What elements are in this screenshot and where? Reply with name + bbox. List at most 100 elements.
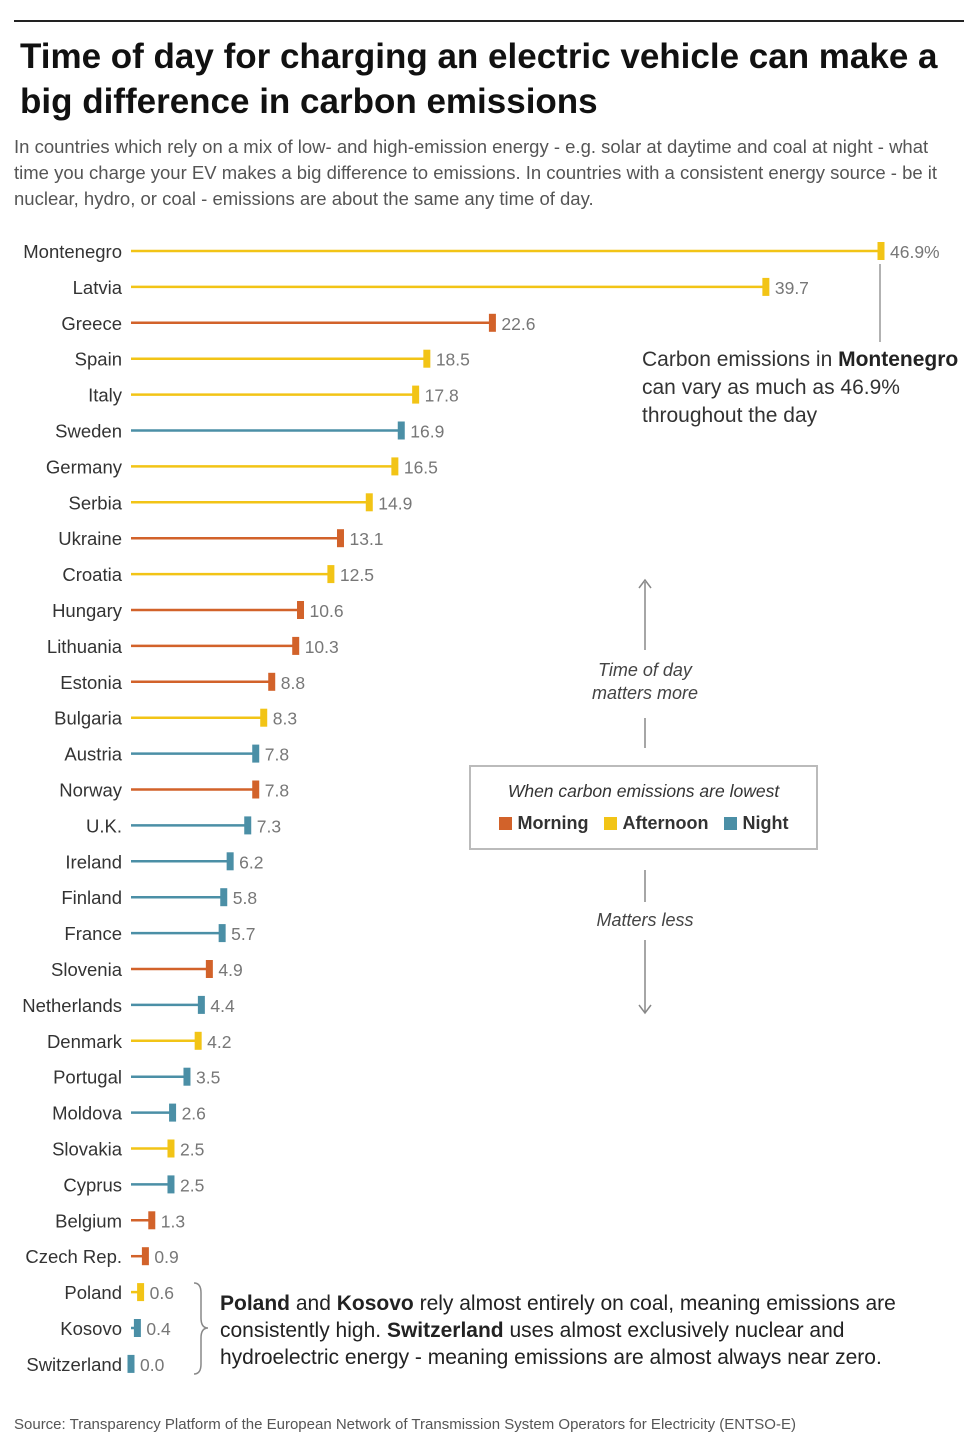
bar-cap-bulgaria	[260, 708, 268, 727]
value-label-latvia: 39.7	[775, 278, 809, 298]
category-label-switzerland: Switzerland	[26, 1354, 122, 1375]
value-label-italy: 17.8	[425, 386, 459, 406]
value-label-austria: 7.8	[265, 745, 289, 765]
value-label-netherlands: 4.4	[210, 996, 235, 1016]
bar-cap-belgium	[148, 1211, 156, 1230]
category-label-moldova: Moldova	[52, 1103, 123, 1124]
bar-cap-latvia	[762, 277, 770, 296]
value-label-kosovo: 0.4	[146, 1319, 171, 1339]
montenegro-annotation-bold: Montenegro	[838, 348, 959, 371]
coal-nuclear-note: Poland and Kosovo rely almost entirely o…	[220, 1292, 896, 1369]
bar-cap-u-k	[244, 816, 252, 835]
value-label-belgium: 1.3	[161, 1211, 185, 1231]
legend-swatch-afternoon	[603, 817, 617, 830]
value-label-france: 5.7	[231, 924, 255, 944]
value-label-denmark: 4.2	[207, 1032, 231, 1052]
category-label-czech-rep: Czech Rep.	[25, 1246, 122, 1267]
value-label-hungary: 10.6	[310, 601, 344, 621]
value-label-estonia: 8.8	[281, 673, 305, 693]
value-label-greece: 22.6	[501, 314, 535, 334]
bar-cap-finland	[220, 888, 228, 907]
arrow-down-head	[638, 1004, 652, 1015]
bar-cap-ukraine	[336, 529, 344, 548]
value-label-montenegro: 46.9%	[890, 242, 940, 262]
value-label-portugal: 3.5	[196, 1068, 220, 1088]
chart-title: Time of day for charging an electric veh…	[20, 37, 938, 121]
arrow-up-head	[638, 578, 652, 589]
category-label-italy: Italy	[88, 385, 123, 406]
category-label-cyprus: Cyprus	[63, 1174, 122, 1195]
category-label-lithuania: Lithuania	[47, 636, 123, 657]
value-label-spain: 18.5	[436, 350, 470, 370]
category-label-germany: Germany	[46, 456, 123, 477]
bar-cap-spain	[423, 349, 431, 368]
bar-cap-italy	[412, 385, 420, 404]
value-label-u-k: 7.3	[257, 816, 281, 836]
bar-cap-poland	[137, 1283, 145, 1302]
bar-cap-czech-rep	[141, 1247, 149, 1266]
value-label-norway: 7.8	[265, 781, 289, 801]
category-label-hungary: Hungary	[52, 600, 123, 621]
category-label-denmark: Denmark	[47, 1031, 123, 1052]
value-label-moldova: 2.6	[182, 1104, 206, 1124]
bar-cap-kosovo	[133, 1319, 141, 1337]
legend-swatch-morning	[498, 817, 512, 830]
category-label-finland: Finland	[61, 887, 122, 908]
legend-swatch-night	[723, 817, 737, 830]
bar-cap-estonia	[268, 672, 276, 691]
category-label-portugal: Portugal	[53, 1067, 122, 1088]
bar-cap-austria	[252, 744, 260, 763]
bar-cap-croatia	[327, 565, 335, 584]
category-label-latvia: Latvia	[73, 277, 123, 298]
legend-item-afternoon: Afternoon	[603, 813, 708, 834]
legend-title: When carbon emissions are lowest	[507, 781, 780, 801]
value-label-czech-rep: 0.9	[154, 1247, 178, 1267]
source-note: Source: Transparency Platform of the Eur…	[14, 1416, 796, 1433]
category-label-u-k: U.K.	[86, 815, 122, 836]
category-label-montenegro: Montenegro	[23, 241, 122, 262]
value-label-switzerland: 0.0	[140, 1355, 165, 1375]
value-label-poland: 0.6	[150, 1283, 174, 1303]
bar-cap-france	[218, 924, 226, 943]
montenegro-annotation: Carbon emissions in Montenegro can vary a…	[642, 348, 959, 427]
value-label-sweden: 16.9	[410, 422, 444, 442]
value-label-cyprus: 2.5	[180, 1175, 204, 1195]
value-label-lithuania: 10.3	[305, 637, 339, 657]
bar-cap-hungary	[297, 601, 305, 619]
bar-cap-slovakia	[167, 1139, 175, 1158]
bar-cap-ireland	[226, 852, 234, 871]
scale-label-less: Matters less	[596, 910, 694, 930]
category-label-norway: Norway	[59, 780, 122, 801]
top-rule	[14, 20, 964, 22]
bar-cap-moldova	[169, 1103, 177, 1122]
group-brace	[193, 1282, 209, 1375]
bar-cap-lithuania	[292, 636, 300, 655]
bar-cap-denmark	[194, 1031, 202, 1050]
category-label-slovakia: Slovakia	[52, 1139, 123, 1160]
value-label-serbia: 14.9	[378, 493, 412, 513]
value-label-ukraine: 13.1	[349, 529, 383, 549]
category-label-ireland: Ireland	[65, 851, 122, 872]
value-label-germany: 16.5	[404, 457, 438, 477]
category-label-sweden: Sweden	[55, 421, 122, 442]
bar-chart: Montenegro 46.9% Latvia 39.7 Greece 22.6 Spain…	[22, 241, 940, 1375]
category-label-greece: Greece	[61, 313, 122, 334]
bar-cap-sweden	[397, 421, 405, 440]
value-label-slovenia: 4.9	[218, 960, 242, 980]
bar-cap-serbia	[365, 493, 373, 512]
legend-item-night: Night	[723, 813, 788, 834]
bar-cap-netherlands	[197, 995, 205, 1014]
category-label-netherlands: Netherlands	[22, 995, 122, 1016]
category-label-spain: Spain	[75, 349, 122, 370]
bar-cap-montenegro	[877, 242, 885, 260]
category-label-estonia: Estonia	[60, 672, 122, 693]
legend: When carbon emissions are lowest Morning…	[469, 765, 818, 850]
category-label-bulgaria: Bulgaria	[54, 708, 123, 729]
category-label-poland: Poland	[64, 1282, 122, 1303]
bar-cap-slovenia	[205, 960, 213, 978]
chart-subtitle: In countries which rely on a mix of low-…	[14, 136, 938, 209]
bar-cap-greece	[488, 313, 496, 332]
bar-cap-germany	[391, 457, 399, 476]
value-label-finland: 5.8	[233, 888, 257, 908]
category-label-kosovo: Kosovo	[60, 1318, 122, 1339]
